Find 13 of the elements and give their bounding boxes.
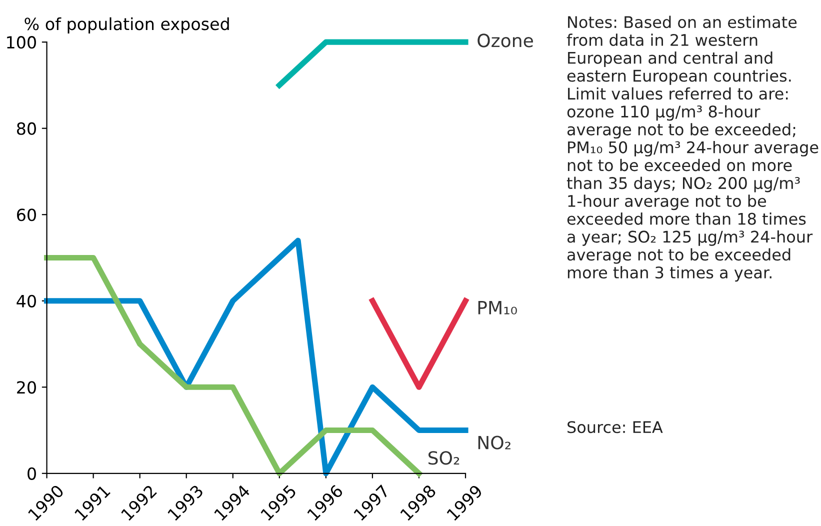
text: Notes: Based on an estimate from data in 21 western European and central and eastern European countries. Limit values referred to are: ozone 110 µg/m³ 8-hour average not to be exceeded; PM₁₀ 50 µg/m³ 24-hour average not to be exceeded on more than 35 days; NO₂ 200 µg/m³ 1-hour average not to be exceeded more than 18 times a year; SO₂ 125 µg/m³ 24-hour average not to be exceeded more than 3 times a year.	[566, 16, 818, 282]
y-tick-label: 60	[17, 208, 36, 222]
source-note: Source: EEA	[568, 421, 663, 434]
series-label: NO₂	[478, 436, 510, 450]
y-tick-label: 20	[17, 381, 36, 394]
series-label: SO₂	[428, 451, 460, 465]
y-tick-label: 80	[16, 122, 36, 135]
y-tick-label: 40	[16, 294, 36, 308]
series-label: PM₁₀	[478, 301, 517, 314]
y-tick-label: 100	[7, 36, 36, 49]
y-axis-title: % of population exposed	[24, 17, 229, 34]
y-tick-label: 0	[28, 467, 36, 480]
series-label: Ozone	[478, 34, 533, 48]
